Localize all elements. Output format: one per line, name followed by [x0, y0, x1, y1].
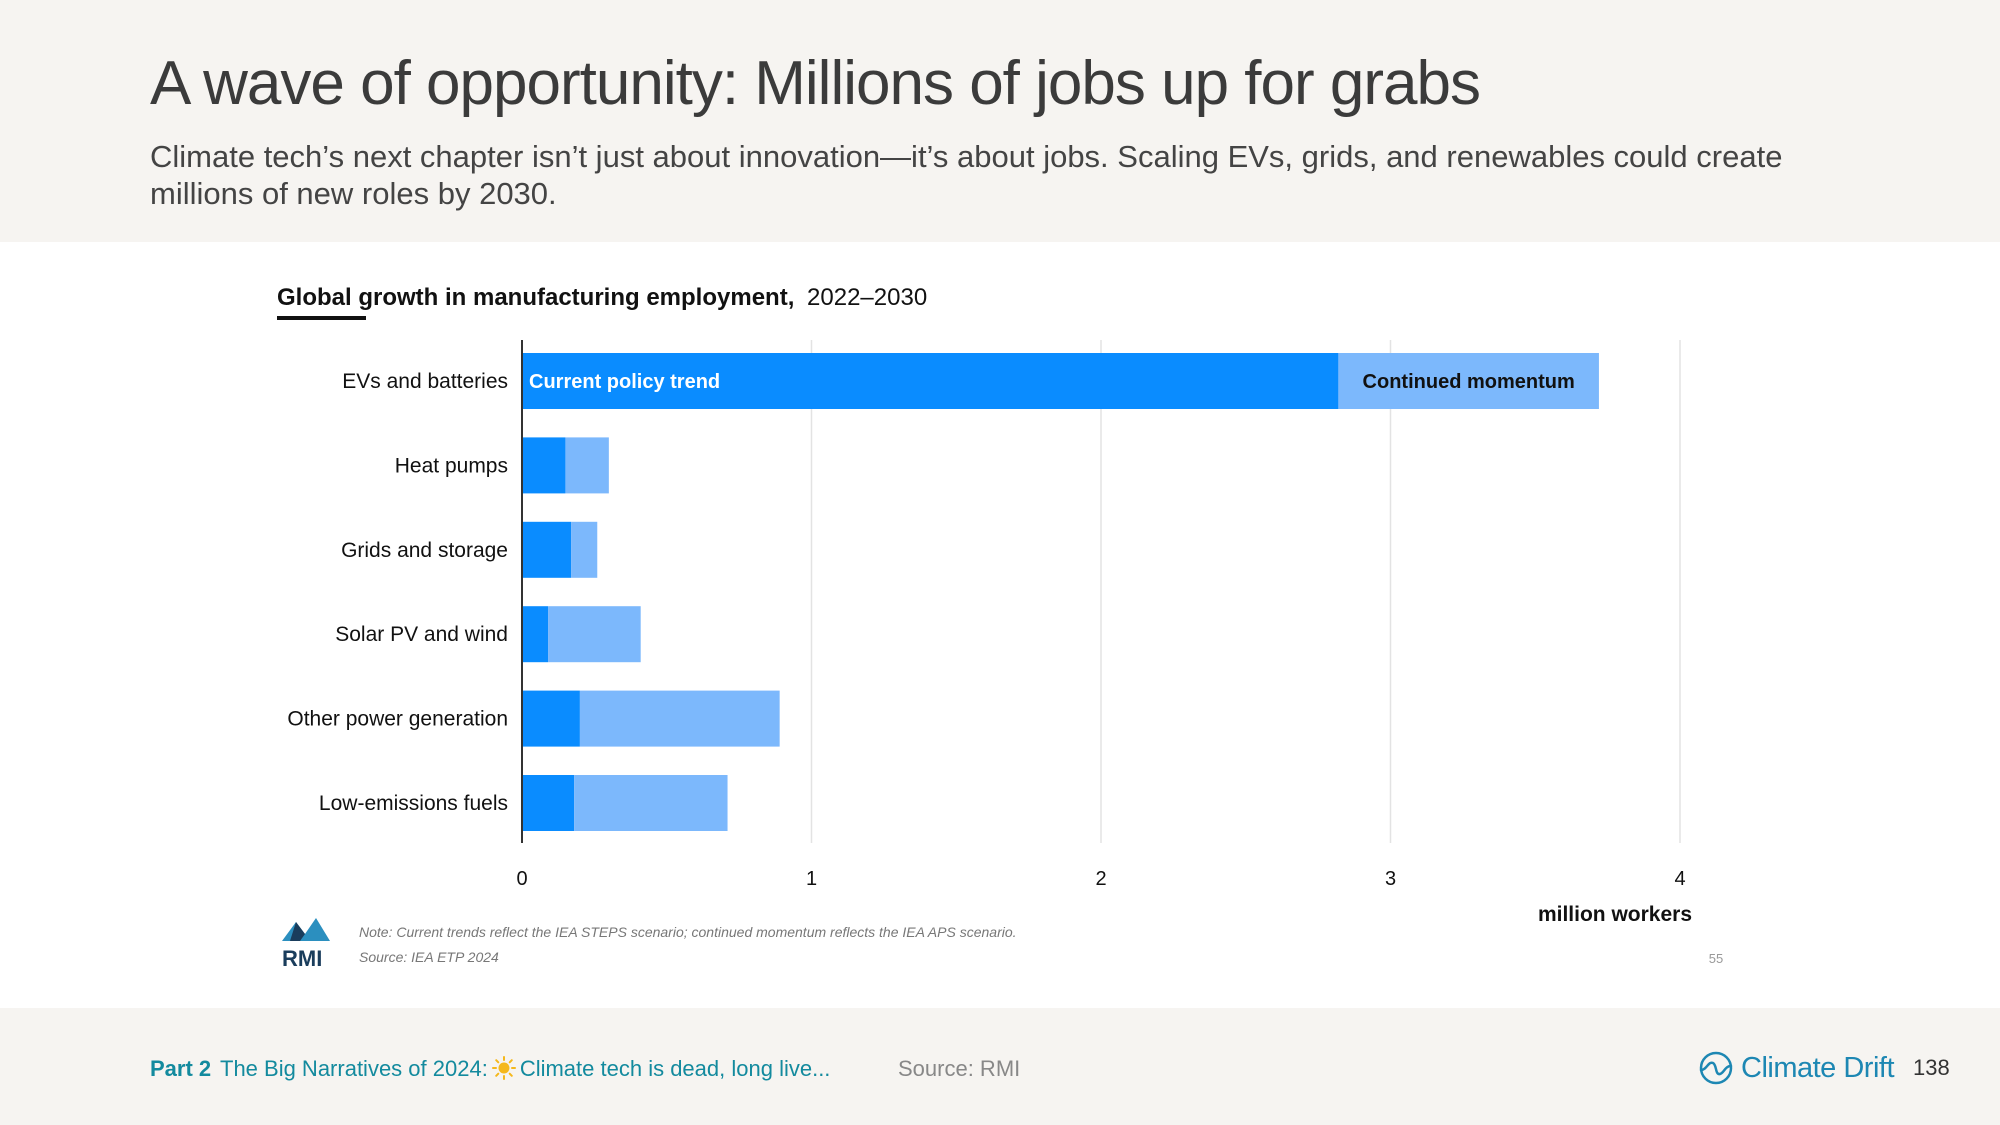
x-tick-label: 2	[1095, 868, 1106, 890]
series-label-current-policy: Current policy trend	[529, 371, 720, 393]
chart-title-period: 2022–2030	[807, 284, 927, 311]
slide-subtitle: Climate tech’s next chapter isn’t just a…	[150, 139, 1783, 211]
slide-footer: Part 2 The Big Narratives of 2024: Climat…	[0, 1008, 2000, 1125]
category-labels: EVs and batteries Heat pumps Grids and sto…	[287, 370, 508, 815]
brand-name: Climate Drift	[1741, 1051, 1895, 1084]
x-axis-label: million workers	[1538, 903, 1692, 926]
brand-logo: Climate Drift	[1697, 1046, 1895, 1090]
x-tick-label: 3	[1385, 868, 1396, 890]
bar-continued-momentum	[548, 606, 641, 663]
x-tick-label: 0	[516, 868, 527, 890]
sun-icon	[491, 1056, 516, 1080]
category-label: EVs and batteries	[342, 370, 508, 393]
slide-title: A wave of opportunity: Millions of jobs …	[150, 49, 1481, 118]
bars	[522, 353, 1599, 831]
bar-current-policy	[522, 606, 549, 663]
bar-current-policy	[522, 353, 1339, 409]
x-tick-label: 1	[806, 868, 817, 890]
rmi-logo: RMI	[282, 918, 330, 971]
narrative-prefix: The Big Narratives of 2024:	[220, 1056, 488, 1081]
category-label: Heat pumps	[395, 454, 508, 477]
chart-page-mark: 55	[1709, 951, 1723, 966]
series-labels: Current policy trend Continued momentum	[529, 371, 1575, 393]
chart-title: Global growth in manufacturing employmen…	[277, 284, 927, 311]
bar-continued-momentum	[574, 775, 728, 831]
category-label: Other power generation	[287, 708, 508, 731]
chart-title-main: Global growth in manufacturing employmen…	[277, 284, 794, 311]
rmi-logo-text: RMI	[282, 946, 322, 971]
category-label: Grids and storage	[341, 539, 508, 562]
bar-continued-momentum	[1338, 353, 1599, 409]
rmi-mountain-icon	[282, 918, 330, 941]
bar-continued-momentum	[579, 690, 780, 747]
climate-drift-logo-icon	[1699, 1051, 1733, 1085]
x-tick-labels: 0 1 2 3 4	[516, 868, 1685, 890]
bar-continued-momentum	[571, 521, 598, 578]
x-tick-label: 4	[1674, 868, 1685, 890]
series-label-continued-momentum: Continued momentum	[1363, 371, 1575, 393]
footer-narrative: The Big Narratives of 2024: Climate tech …	[220, 1056, 830, 1082]
bar-current-policy	[522, 775, 575, 831]
chart: EVs and batteries Heat pumps Grids and sto…	[277, 284, 1723, 971]
title-underline	[277, 316, 366, 320]
bar-current-policy	[522, 437, 566, 494]
category-label: Solar PV and wind	[335, 623, 508, 646]
page-number: 138	[1913, 1055, 1950, 1080]
footer-source: Source: RMI	[898, 1056, 1021, 1081]
bar-current-policy	[522, 690, 580, 747]
chart-note: Note: Current trends reflect the IEA STE…	[359, 924, 1017, 940]
bar-continued-momentum	[565, 437, 609, 494]
narrative-suffix: Climate tech is dead, long live...	[519, 1056, 831, 1081]
slide-header: A wave of opportunity: Millions of jobs …	[0, 0, 2000, 242]
chart-source: Source: IEA ETP 2024	[359, 949, 499, 965]
gridlines	[810, 340, 1681, 843]
footer-part: Part 2	[150, 1056, 212, 1081]
bar-current-policy	[522, 521, 572, 578]
category-label: Low-emissions fuels	[319, 792, 508, 815]
